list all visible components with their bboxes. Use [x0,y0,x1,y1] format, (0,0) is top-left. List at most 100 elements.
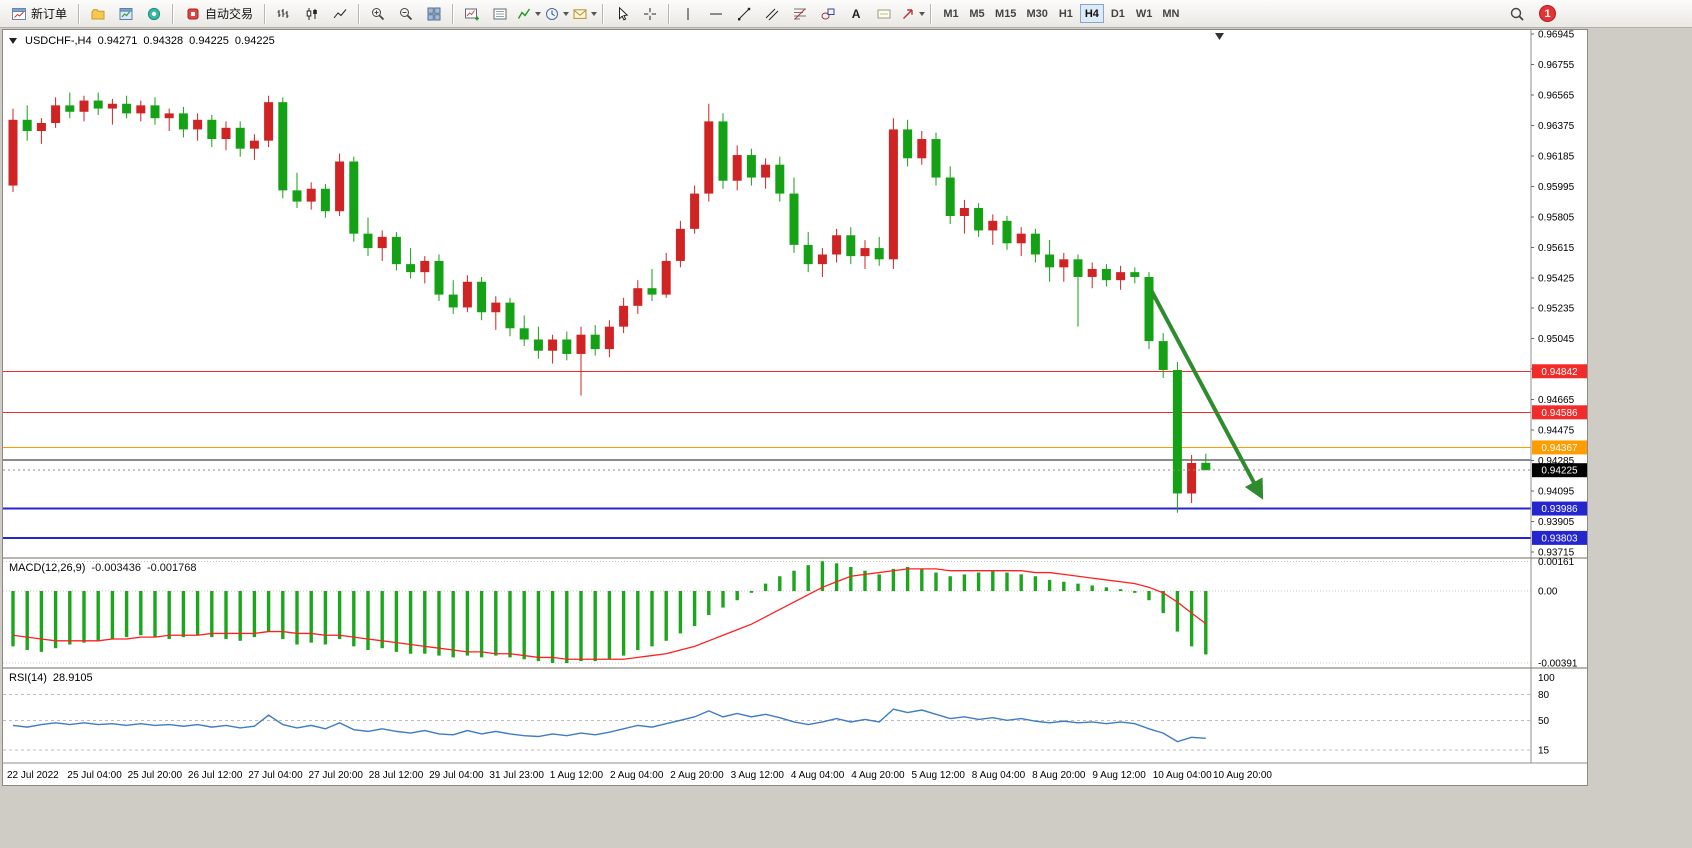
timeframe-m15-button[interactable]: M15 [995,7,1017,20]
panel-divider[interactable] [3,667,1587,669]
periods-clock-icon [545,7,558,20]
svg-text:9 Aug 12:00: 9 Aug 12:00 [1092,770,1146,781]
timeframe-m1-button[interactable]: M1 [943,7,959,20]
price-badge-0.94367 [1532,440,1587,455]
chart-list-icon [493,8,507,19]
toolbar-separator [452,3,455,24]
svg-text:80: 80 [1538,690,1550,701]
price-badge-0.94225 [1532,463,1587,478]
chart-shift-marker[interactable] [1215,33,1224,40]
bar-chart-mode-icon [277,8,289,18]
ohlc-open: 0.94271 [97,35,138,47]
navigator-button[interactable] [141,2,167,26]
indicators-dropdown-caret[interactable] [534,11,541,16]
trendline-tool-button[interactable] [731,2,757,26]
search-icon [1510,7,1524,21]
timeframe-mn-button[interactable]: MN [1162,7,1180,20]
timeframe-m30-button[interactable]: M30 [1026,7,1048,20]
svg-text:0.94367: 0.94367 [1541,443,1578,454]
svg-text:2 Aug 04:00: 2 Aug 04:00 [610,770,664,781]
level-lines-layer [3,370,1531,539]
svg-text:10 Aug 04:00: 10 Aug 04:00 [1153,770,1212,781]
chart-window: 0.00161 0.00 -0.00391 100 80 50 15 0.96945 0.967… [2,29,1588,786]
text-tool-button[interactable]: A [843,2,869,26]
text-label-tool-button[interactable] [871,2,897,26]
line-chart-mode-button[interactable] [327,2,353,26]
bar-chart-mode-button[interactable] [271,2,297,26]
channel-tool-button[interactable] [759,2,785,26]
new-order-icon [12,7,26,20]
svg-text:4 Aug 20:00: 4 Aug 20:00 [851,770,905,781]
svg-text:0.95995: 0.95995 [1538,182,1575,193]
indicators-button[interactable] [515,2,541,26]
templates-button[interactable] [571,2,597,26]
fibonacci-tool-button[interactable] [787,2,813,26]
svg-text:0.96565: 0.96565 [1538,90,1575,101]
shapes-tool-button[interactable] [815,2,841,26]
svg-text:28 Jul 12:00: 28 Jul 12:00 [369,770,424,781]
metaeditor-icon [91,8,105,19]
chart-title: USDCHF-,H4 0.94271 0.94328 0.94225 0.942… [9,35,275,47]
svg-text:0.94842: 0.94842 [1541,367,1578,378]
timeframe-h1-button[interactable]: H1 [1058,7,1073,20]
tile-windows-button[interactable] [421,2,447,26]
horizontal-line-tool-button[interactable] [703,2,729,26]
search-button[interactable] [1504,2,1530,26]
navigator-icon [147,7,161,20]
notifications-badge[interactable]: 1 [1539,5,1556,22]
rsi-name: RSI(14) [9,672,47,684]
svg-text:0.93986: 0.93986 [1541,504,1578,515]
new-chart-icon [465,8,480,20]
templates-dropdown-caret[interactable] [590,11,597,16]
svg-text:0.94095: 0.94095 [1538,487,1575,498]
svg-text:0.94285: 0.94285 [1538,456,1575,467]
zoom-in-icon [372,7,385,20]
chart-list-button[interactable] [487,2,513,26]
text-tool-icon: A [851,6,861,21]
market-watch-button[interactable] [113,2,139,26]
svg-text:0.95235: 0.95235 [1538,304,1575,315]
arrows-dropdown-caret[interactable] [918,11,925,16]
price-chart-canvas[interactable]: 0.00161 0.00 -0.00391 100 80 50 15 0.96945 0.967… [3,30,1587,785]
arrows-tool-button[interactable] [899,2,925,26]
zoom-in-button[interactable] [365,2,391,26]
macd-value-main: -0.003436 [91,562,141,574]
panel-divider[interactable] [3,557,1587,559]
timeframe-h4-button[interactable]: H4 [1079,4,1104,23]
macd-value-signal: -0.001768 [146,562,197,574]
svg-text:0.00: 0.00 [1538,587,1558,598]
macd-panel: 0.00161 0.00 -0.00391 [3,557,1578,670]
svg-text:100: 100 [1538,673,1555,684]
timeframe-w1-button[interactable]: W1 [1135,7,1153,20]
vertical-line-tool-button[interactable] [675,2,701,26]
periods-dropdown-caret[interactable] [562,11,569,16]
channel-icon [765,8,779,20]
svg-text:0.96375: 0.96375 [1538,121,1575,132]
arrows-icon [902,8,913,19]
auto-trading-button[interactable]: 自动交易 [179,2,259,26]
metaeditor-button[interactable] [85,2,111,26]
zoom-out-button[interactable] [393,2,419,26]
time-axis[interactable]: 22 Jul 2022 25 Jul 04:00 25 Jul 20:00 26 Ju… [3,762,1587,781]
new-order-button[interactable]: 新订单 [5,2,73,26]
svg-text:0.93715: 0.93715 [1538,547,1575,558]
symbol-dropdown-marker[interactable] [9,38,17,44]
timeframe-d1-button[interactable]: D1 [1110,7,1125,20]
candlestick-mode-icon [306,7,317,20]
toolbar-separator [78,3,81,24]
svg-text:8 Aug 04:00: 8 Aug 04:00 [972,770,1026,781]
periods-button[interactable] [543,2,569,26]
cursor-icon [619,6,629,20]
crosshair-button[interactable] [637,2,663,26]
cursor-button[interactable] [609,2,635,26]
price-axis[interactable]: 0.96945 0.96755 0.96565 0.96375 0.96185 0.959… [1530,30,1587,763]
svg-text:0.95805: 0.95805 [1538,212,1575,223]
new-chart-button[interactable] [459,2,485,26]
trend-arrow-annotation[interactable] [1150,290,1264,500]
svg-text:25 Jul 20:00: 25 Jul 20:00 [128,770,183,781]
candlestick-mode-button[interactable] [299,2,325,26]
price-badge-0.94842 [1532,364,1587,379]
svg-text:0.96755: 0.96755 [1538,60,1575,71]
svg-text:1 Aug 12:00: 1 Aug 12:00 [550,770,604,781]
timeframe-m5-button[interactable]: M5 [969,7,985,20]
